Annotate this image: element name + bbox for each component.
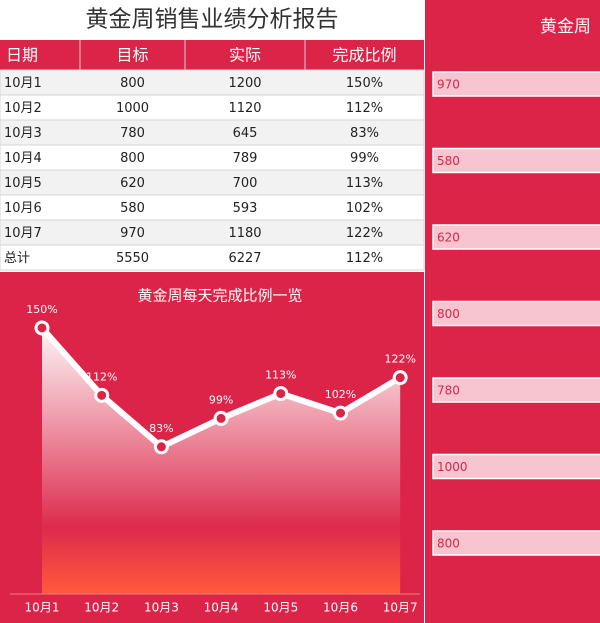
bar <box>432 71 600 97</box>
table-cell: 593 <box>233 201 258 216</box>
x-tick-label: 10月2 <box>84 601 119 615</box>
point <box>392 370 408 386</box>
x-tick-label: 10月5 <box>263 601 298 615</box>
table-cell: 150% <box>346 76 383 91</box>
table-cell: 800 <box>120 151 145 166</box>
point <box>333 405 348 421</box>
table-cell: 970 <box>120 226 145 241</box>
table-cell: 6227 <box>228 251 261 266</box>
x-tick-label: 10月3 <box>144 601 179 615</box>
table-cell: 1000 <box>116 101 149 116</box>
point <box>273 386 289 402</box>
table-cell: 700 <box>233 176 258 191</box>
bar <box>432 453 600 480</box>
table-cell: 122% <box>346 226 383 241</box>
data-label: 800 <box>437 307 460 321</box>
bar <box>432 224 600 250</box>
table-cell: 800 <box>120 76 145 91</box>
column-header: 完成比例 <box>332 46 396 65</box>
data-label: 580 <box>437 154 460 168</box>
table-cell: 580 <box>120 201 145 216</box>
table-cell: 10月1 <box>4 76 42 91</box>
table-cell: 112% <box>346 251 383 266</box>
table-cell: 10月7 <box>4 226 42 241</box>
table-row <box>0 119 425 146</box>
data-label: 970 <box>437 78 460 92</box>
column-header: 目标 <box>116 46 148 65</box>
column-header: 实际 <box>229 46 261 65</box>
bar <box>432 530 600 556</box>
x-tick-label: 10月1 <box>25 601 60 615</box>
bar <box>432 377 600 403</box>
table-cell: 102% <box>346 201 383 216</box>
data-label: 150% <box>26 303 57 316</box>
data-label: 620 <box>437 231 460 245</box>
table-cell: 789 <box>233 151 258 166</box>
table-cell: 1200 <box>228 76 261 91</box>
point <box>34 320 50 336</box>
data-label: 800 <box>437 537 460 551</box>
x-tick-label: 10月6 <box>323 601 358 615</box>
table-cell: 620 <box>120 176 145 191</box>
table-cell: 113% <box>346 176 383 191</box>
data-label: 780 <box>437 384 460 398</box>
table-cell: 780 <box>120 126 145 141</box>
data-label: 99% <box>209 393 233 406</box>
table-cell: 99% <box>350 151 379 166</box>
table-cell: 10月6 <box>4 201 42 216</box>
report-title: 黄金周销售业绩分析报告 <box>86 7 339 33</box>
x-tick-label: 10月4 <box>204 601 239 615</box>
table-cell: 112% <box>346 101 383 116</box>
table-cell: 83% <box>350 126 379 141</box>
data-label: 102% <box>325 388 356 401</box>
chart-title: 黄金周 <box>540 17 591 37</box>
table-cell: 10月4 <box>4 151 42 166</box>
bar <box>432 147 600 174</box>
point <box>94 387 110 403</box>
bar-chart: 黄金周 970 580 620 800 780 1000 800 <box>432 17 600 556</box>
chart-title: 黄金周每天完成比例一览 <box>137 287 302 305</box>
table-cell: 1120 <box>228 101 261 116</box>
table-row <box>0 244 425 271</box>
table-row <box>0 69 425 96</box>
data-label: 113% <box>265 369 296 382</box>
table-row <box>0 144 425 171</box>
table-cell: 10月5 <box>4 176 42 191</box>
point <box>213 410 229 426</box>
column-header: 日期 <box>6 46 38 65</box>
table-cell: 5550 <box>116 251 149 266</box>
data-label: 112% <box>86 370 117 383</box>
x-tick-label: 10月7 <box>383 601 418 615</box>
table-cell: 总计 <box>4 251 30 266</box>
data-label: 1000 <box>437 460 468 474</box>
data-label: 122% <box>384 353 415 366</box>
point <box>153 439 169 455</box>
table-header-row <box>0 40 424 70</box>
bar <box>432 300 600 327</box>
area <box>42 327 401 594</box>
table-cell: 10月3 <box>4 126 42 141</box>
table-cell: 645 <box>233 126 258 141</box>
data-label: 83% <box>149 422 173 435</box>
table-row <box>0 219 425 246</box>
table-cell: 1180 <box>228 226 261 241</box>
table-cell: 10月2 <box>4 101 42 116</box>
